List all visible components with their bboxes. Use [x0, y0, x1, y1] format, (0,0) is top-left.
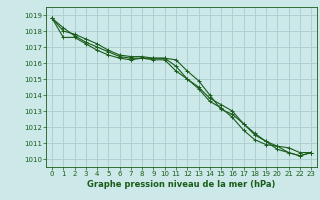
- X-axis label: Graphe pression niveau de la mer (hPa): Graphe pression niveau de la mer (hPa): [87, 180, 276, 189]
